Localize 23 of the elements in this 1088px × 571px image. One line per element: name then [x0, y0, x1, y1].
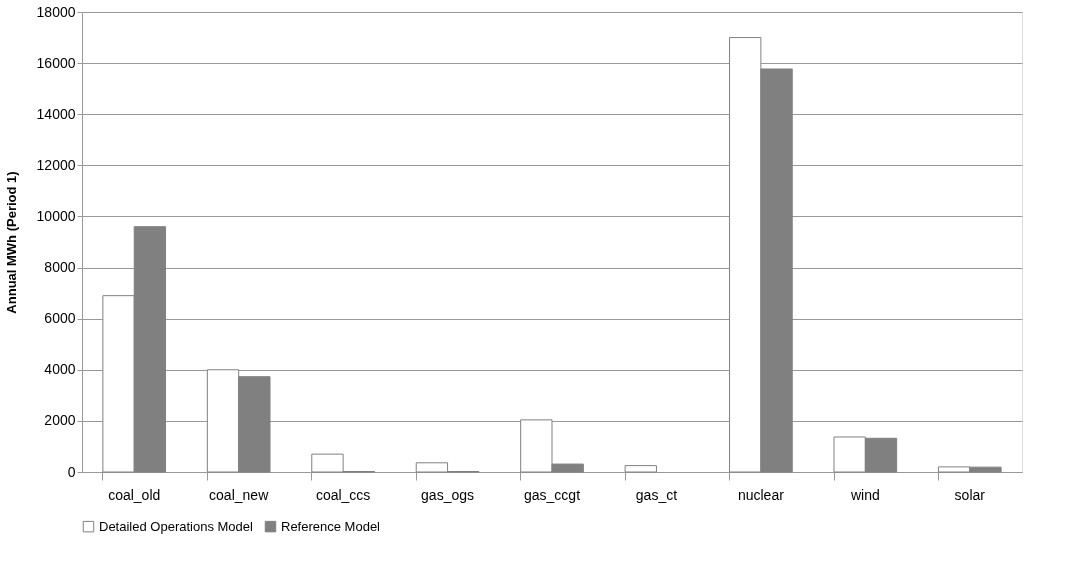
x-tick-label: wind	[849, 486, 880, 503]
y-tick-label: 16000	[36, 54, 76, 71]
x-tick-label: gas_ccgt	[523, 486, 581, 503]
y-tick-label: 12000	[36, 156, 76, 173]
x-tick-label: coal_new	[209, 486, 270, 503]
y-tick-label: 0	[67, 463, 76, 480]
y-tick-label: 14000	[36, 105, 76, 122]
legend-label: Reference Model	[281, 518, 381, 534]
y-axis-title: Annual MWh (Period 1)	[3, 171, 19, 314]
y-tick-label: 2000	[44, 412, 76, 429]
x-tick-label: nuclear	[737, 486, 785, 503]
x-tick-label: gas_ogs	[421, 486, 475, 503]
x-tick-label: solar	[954, 486, 986, 503]
y-tick-label: 10000	[36, 207, 76, 224]
x-tick-label: coal_ccs	[315, 486, 371, 503]
bar	[624, 465, 657, 473]
y-tick-label: 18000	[36, 3, 76, 20]
y-tick-label: 6000	[44, 310, 76, 327]
x-tick-label: coal_old	[108, 486, 161, 503]
legend-label: Detailed Operations Model	[99, 518, 254, 534]
y-tick-label: 8000	[44, 259, 76, 276]
x-tick-label: gas_ct	[635, 486, 678, 503]
y-tick-label: 4000	[44, 361, 76, 378]
